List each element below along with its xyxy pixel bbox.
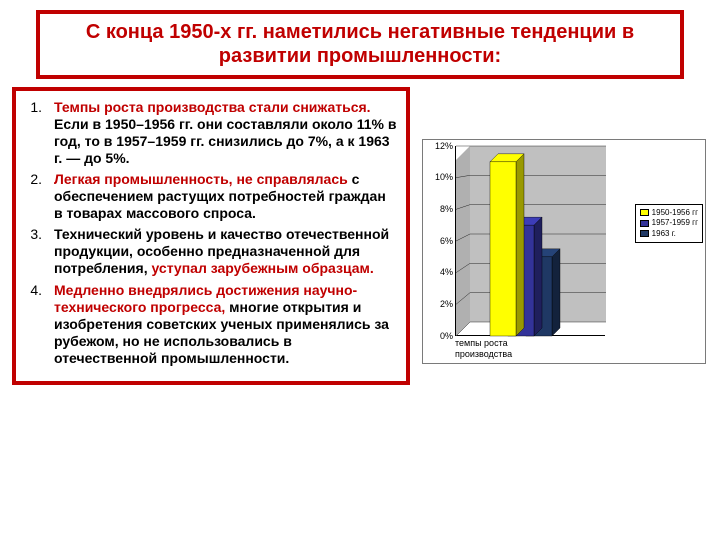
legend-label: 1957-1959 гг <box>652 218 698 228</box>
chart-svg <box>456 146 606 336</box>
list-item: Медленно внедрялись достижения научно-те… <box>24 282 398 367</box>
list-item: Технический уровень и качество отечестве… <box>24 226 398 277</box>
legend-swatch <box>640 230 649 237</box>
chart-body: 0%2%4%6%8%10%12% 1950-1956 гг1957-1959 г… <box>427 146 701 336</box>
y-tick-label: 0% <box>440 331 453 341</box>
legend-row: 1963 г. <box>640 229 698 239</box>
y-axis-ticks: 0%2%4%6%8%10%12% <box>427 146 455 336</box>
point-lead: Темпы роста производства стали снижаться… <box>54 99 371 115</box>
legend-label: 1950-1956 гг <box>652 208 698 218</box>
legend-row: 1957-1959 гг <box>640 218 698 228</box>
title-box: С конца 1950-х гг. наметились негативные… <box>36 10 684 79</box>
y-tick-label: 10% <box>435 172 453 182</box>
slide-title: С конца 1950-х гг. наметились негативные… <box>52 20 668 69</box>
y-tick-label: 6% <box>440 236 453 246</box>
point-rest: Если в 1950–1956 гг. они составляли окол… <box>54 116 396 166</box>
y-tick-label: 2% <box>440 299 453 309</box>
legend-row: 1950-1956 гг <box>640 208 698 218</box>
plot-wrap: 1950-1956 гг1957-1959 гг1963 г. <box>455 146 701 336</box>
chart-legend: 1950-1956 гг1957-1959 гг1963 г. <box>635 204 703 243</box>
y-tick-label: 12% <box>435 141 453 151</box>
y-tick-label: 4% <box>440 267 453 277</box>
chart-column: 0% 2% 4% 6% 8% 10% 12% 1950-1956 гг1957-1959 г… <box>410 87 714 365</box>
x-label-line2: производства <box>455 349 701 360</box>
content-row: Темпы роста производства стали снижаться… <box>0 87 720 385</box>
y-tick-label: 8% <box>440 204 453 214</box>
point-lead: Легкая промышленность, не справлялась <box>54 171 348 187</box>
text-column: Темпы роста производства стали снижаться… <box>12 87 410 385</box>
chart-frame: 0% 2% 4% 6% 8% 10% 12% 1950-1956 гг1957-1959 г… <box>422 139 706 365</box>
points-list: Темпы роста производства стали снижаться… <box>24 99 398 367</box>
x-label-line1: темпы роста <box>455 338 701 349</box>
list-item: Легкая промышленность, не справлялась с … <box>24 171 398 222</box>
legend-swatch <box>640 220 649 227</box>
legend-swatch <box>640 209 649 216</box>
plot-area <box>455 146 605 336</box>
x-axis-label: темпы роста производства <box>455 338 701 360</box>
legend-label: 1963 г. <box>652 229 676 239</box>
list-item: Темпы роста производства стали снижаться… <box>24 99 398 167</box>
point-tail-red: уступал зарубежным образцам. <box>151 260 373 276</box>
